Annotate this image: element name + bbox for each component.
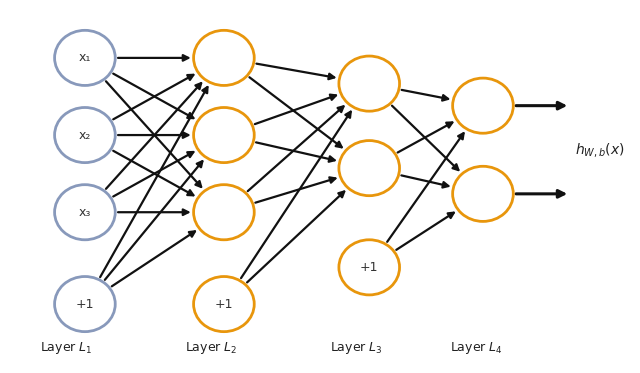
- Ellipse shape: [54, 107, 115, 163]
- Text: Layer $L_2$: Layer $L_2$: [185, 339, 237, 355]
- Ellipse shape: [193, 185, 254, 240]
- Ellipse shape: [54, 185, 115, 240]
- Text: Layer $L_1$: Layer $L_1$: [40, 339, 92, 355]
- Ellipse shape: [339, 56, 399, 111]
- Ellipse shape: [193, 107, 254, 163]
- Text: +1: +1: [360, 261, 378, 274]
- Ellipse shape: [339, 141, 399, 196]
- Text: x₁: x₁: [79, 51, 91, 65]
- Ellipse shape: [54, 30, 115, 85]
- Text: x₂: x₂: [79, 129, 91, 142]
- Text: +1: +1: [76, 298, 94, 311]
- Text: Layer $L_4$: Layer $L_4$: [451, 339, 503, 355]
- Ellipse shape: [193, 30, 254, 85]
- Ellipse shape: [54, 276, 115, 332]
- Text: Layer $L_3$: Layer $L_3$: [330, 339, 383, 355]
- Text: x₃: x₃: [79, 206, 91, 219]
- Text: $h_{W,b}(x)$: $h_{W,b}(x)$: [575, 141, 625, 159]
- Ellipse shape: [339, 240, 399, 295]
- Ellipse shape: [452, 166, 513, 222]
- Ellipse shape: [452, 78, 513, 133]
- Ellipse shape: [193, 276, 254, 332]
- Text: +1: +1: [214, 298, 233, 311]
